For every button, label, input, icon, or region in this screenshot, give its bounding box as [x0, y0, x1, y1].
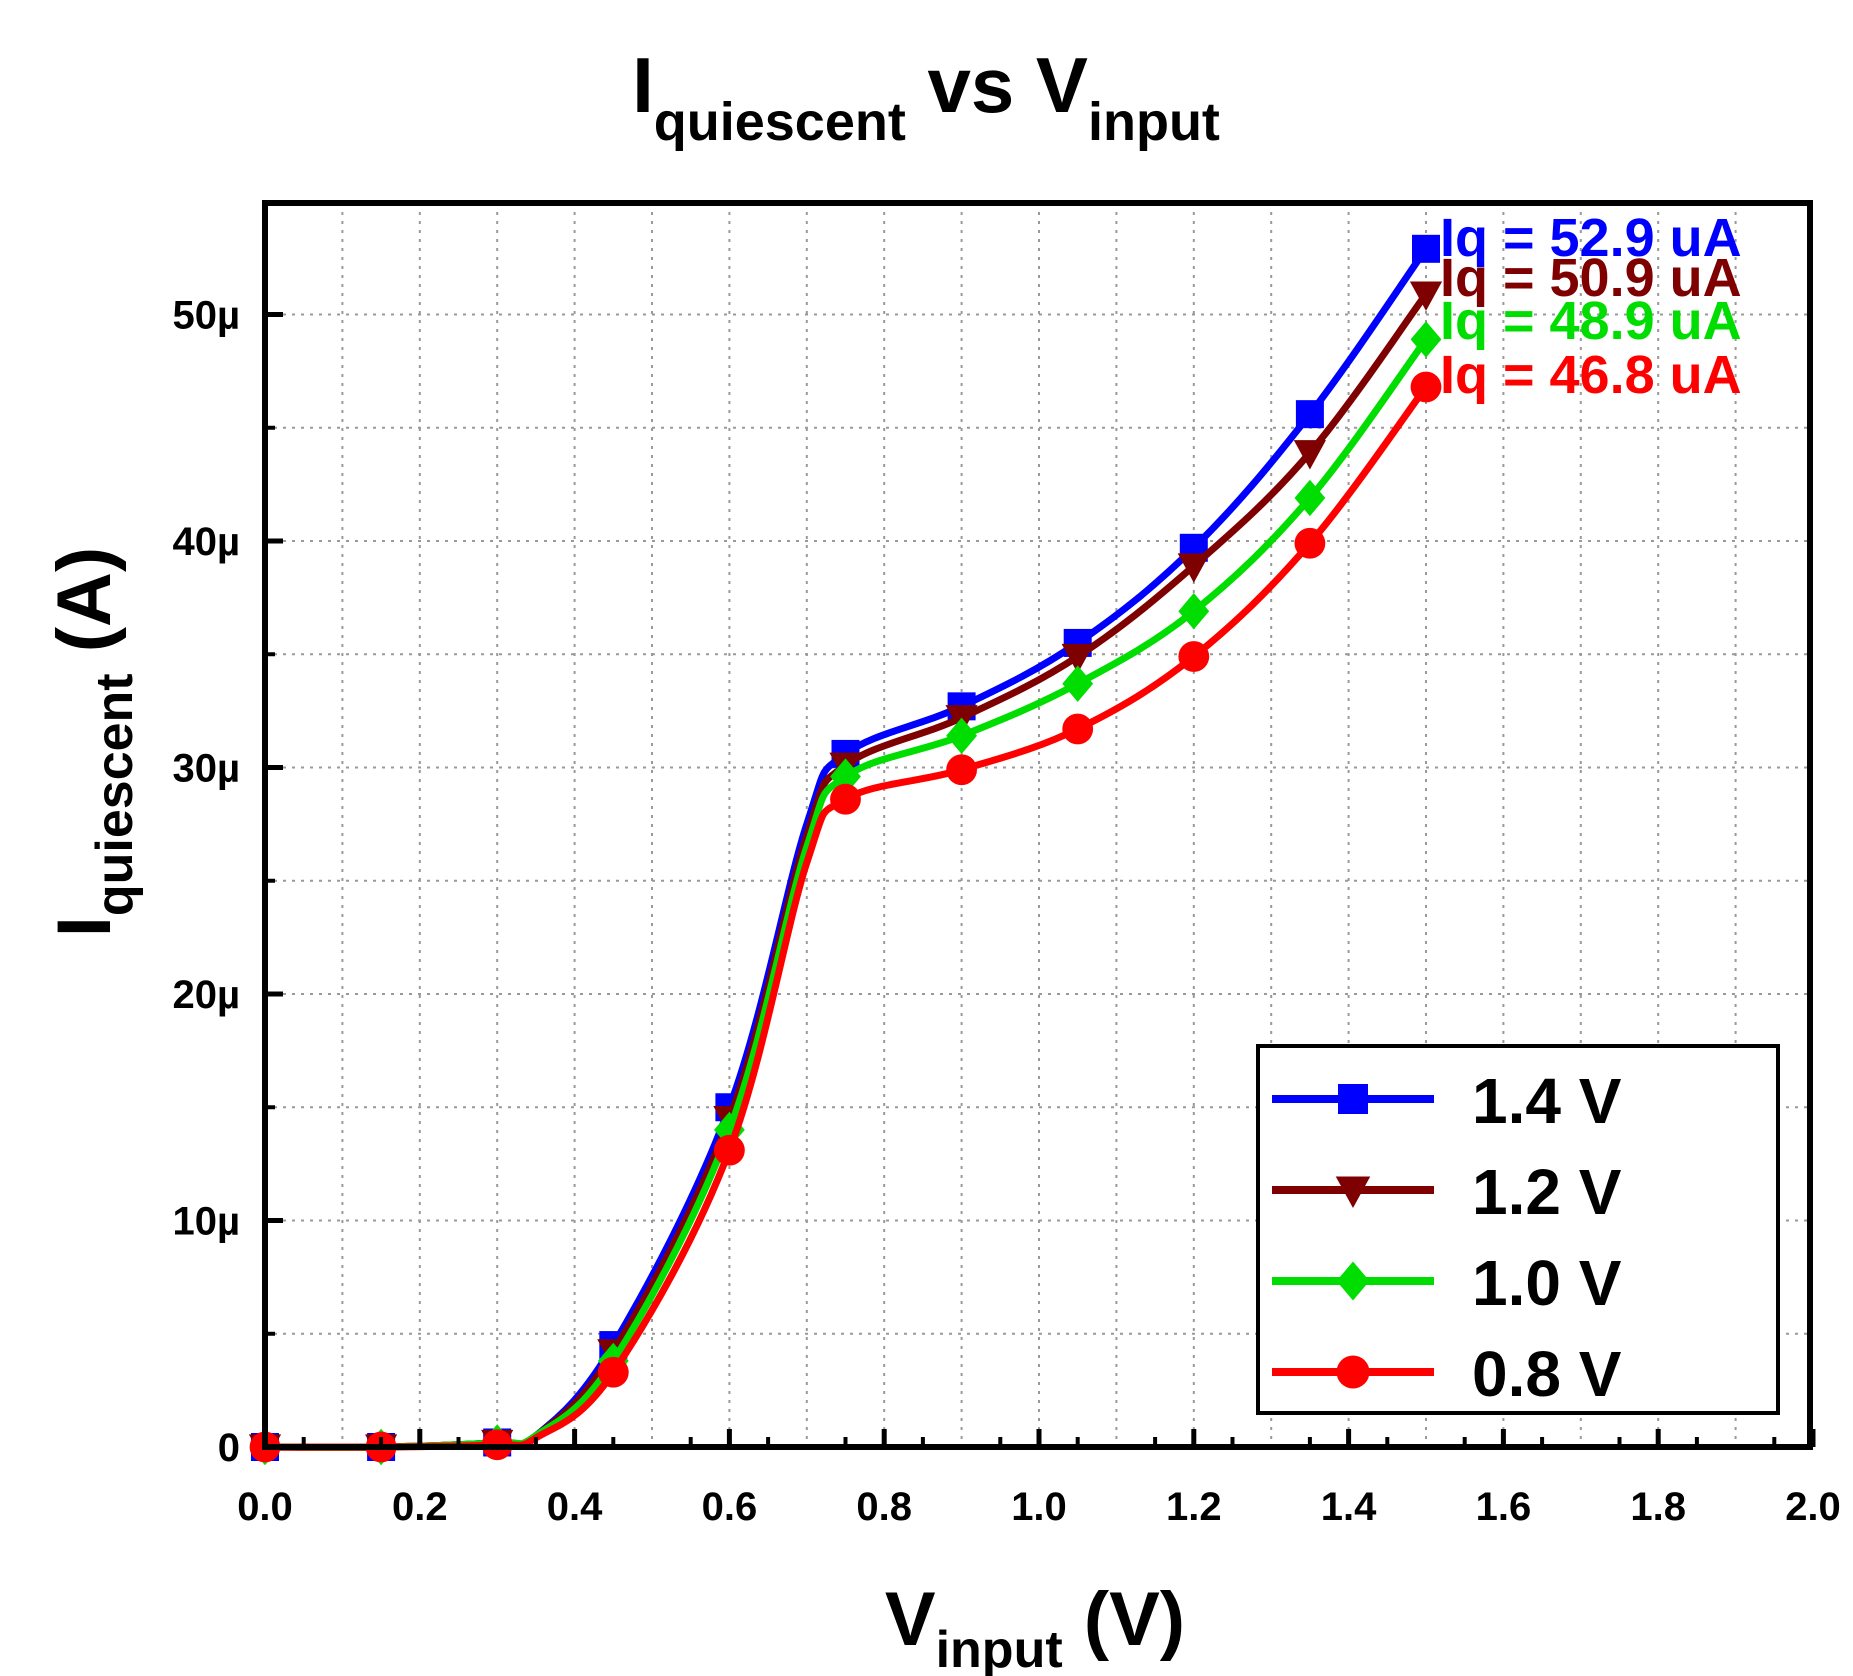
data-point: [1178, 593, 1210, 630]
data-point: [597, 1356, 629, 1388]
x-tick-label: 1.4: [1321, 1485, 1377, 1529]
annotation-label: Iq = 46.8 uA: [1440, 345, 1742, 405]
y-tick-label: 50µ: [172, 294, 240, 338]
x-tick-label: 0.6: [702, 1485, 758, 1529]
series-line: [264, 337, 1429, 1451]
series-line: [264, 292, 1429, 1451]
annotation-label: Iq = 50.9 uA: [1440, 248, 1742, 308]
data-point: [1412, 234, 1440, 263]
data-point: [1410, 321, 1442, 358]
x-tick-label: 1.8: [1630, 1485, 1686, 1529]
ylabel-sub: quiescent: [86, 673, 144, 916]
legend-marker: [1336, 1261, 1370, 1301]
legend-label: 1.0 V: [1472, 1247, 1622, 1319]
xlabel-tail: (V): [1063, 1577, 1185, 1662]
y-tick-label: 0: [218, 1426, 240, 1470]
ylabel-main: I: [42, 916, 127, 937]
x-tick-label: 1.2: [1166, 1485, 1222, 1529]
data-point: [1409, 281, 1443, 311]
legend-marker: [1338, 1084, 1368, 1114]
series-line: [264, 384, 1429, 1451]
title-mid: vs V: [906, 41, 1088, 129]
data-point: [830, 783, 861, 815]
title-sub2: input: [1088, 92, 1220, 152]
y-tick-label: 40µ: [172, 520, 240, 564]
data-point: [1293, 440, 1326, 470]
data-point: [946, 754, 977, 786]
x-tick-label: 1.6: [1476, 1485, 1532, 1529]
x-tick-label: 0.4: [547, 1485, 603, 1529]
ylabel-tail: (A): [42, 547, 127, 674]
title-main: I: [632, 41, 654, 129]
xlabel-sub: input: [936, 1621, 1063, 1676]
legend-marker: [1335, 1176, 1371, 1208]
data-point: [1410, 371, 1442, 403]
x-tick-label: 1.0: [1011, 1485, 1067, 1529]
y-tick-label: 20µ: [172, 973, 240, 1017]
series-line: [264, 246, 1429, 1451]
y-tick-label: 30µ: [172, 747, 240, 791]
data-point: [1062, 713, 1094, 745]
data-point: [1177, 553, 1210, 583]
xlabel-main: V: [885, 1577, 936, 1662]
y-tick-label: 10µ: [172, 1200, 240, 1244]
data-point: [830, 758, 861, 795]
legend-label: 1.2 V: [1472, 1156, 1622, 1228]
data-point: [1061, 643, 1094, 674]
x-tick-label: 0.8: [856, 1485, 912, 1529]
data-point: [1178, 641, 1210, 672]
x-tick-label: 2.0: [1785, 1485, 1841, 1529]
axis-ticks: 0.0 0.2 0.4 0.6 0.8 1.0 1.2 1.4 1.6 1.8 2.0 0 10µ 20µ…: [172, 294, 1840, 1530]
legend-label: 0.8 V: [1472, 1338, 1622, 1410]
data-point: [946, 717, 977, 754]
legend: 1.4 V 1.2 V 1.0 V 0.8 V: [1256, 1044, 1780, 1415]
data-point: [1294, 479, 1326, 517]
data-point: [1294, 527, 1326, 559]
legend-marker: [1336, 1355, 1370, 1389]
title-sub: quiescent: [654, 92, 906, 152]
y-axis-label: Iquiescent (A): [42, 547, 144, 937]
x-tick-label: 0.2: [392, 1485, 448, 1529]
data-point: [1295, 400, 1324, 429]
annotation-label: Iq = 52.9 uA: [1440, 208, 1742, 268]
x-axis-label: Vinput (V): [885, 1577, 1185, 1676]
chart-title: Iquiescent vs Vinput: [632, 41, 1220, 152]
x-tick-label: 0.0: [237, 1485, 293, 1529]
annotation-label: Iq = 48.9 uA: [1440, 291, 1742, 351]
data-point: [1062, 665, 1094, 702]
legend-label: 1.4 V: [1472, 1065, 1622, 1137]
data-point: [714, 1134, 745, 1166]
